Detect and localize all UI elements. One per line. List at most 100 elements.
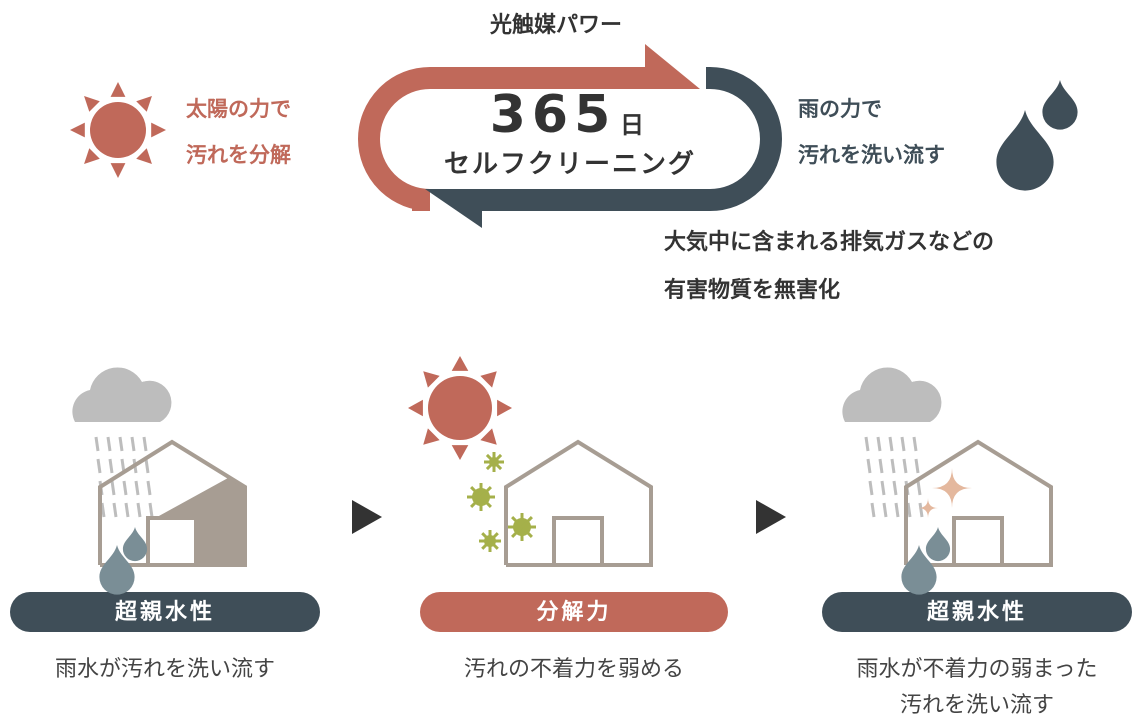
rain	[112, 502, 118, 518]
rain	[136, 502, 142, 518]
rain-arrowhead	[425, 189, 482, 228]
cycle-subtitle: セルフクリーニング	[444, 150, 696, 180]
sun-ray	[451, 356, 469, 371]
rain-text: 汚れを洗い流す	[798, 143, 945, 167]
cycle-title: 光触媒パワー	[489, 12, 622, 38]
rain	[110, 480, 116, 496]
rain	[142, 436, 148, 452]
drop	[1042, 80, 1078, 130]
rain	[122, 480, 128, 496]
germ-spike	[520, 525, 533, 538]
germ-spike	[470, 486, 483, 499]
step-caption: 汚れの不着力を弱める	[464, 657, 684, 682]
rain	[866, 458, 872, 474]
rain	[870, 502, 876, 518]
step-label: 超親水性	[115, 600, 215, 625]
drop	[925, 527, 951, 562]
step-pill	[10, 592, 320, 632]
rain	[118, 436, 124, 452]
sun-ray	[451, 445, 469, 460]
rain	[918, 502, 924, 518]
rain	[900, 436, 906, 452]
sun	[428, 376, 492, 440]
rain	[888, 436, 894, 452]
sun-ray	[136, 148, 152, 164]
sun-ray	[497, 399, 512, 417]
rain	[892, 480, 898, 496]
germ-spike	[479, 486, 492, 499]
sun-ray	[110, 82, 126, 97]
sun	[90, 102, 146, 158]
sun-text: 汚れを分解	[186, 143, 291, 167]
cloud	[72, 367, 172, 422]
sun-ray	[110, 163, 126, 178]
sun-ray	[70, 122, 85, 138]
step-pill	[420, 592, 728, 632]
sparkle	[918, 498, 938, 518]
rain	[106, 436, 112, 452]
note: 有害物質を無害化	[664, 277, 840, 303]
rain	[916, 480, 922, 496]
rain	[876, 436, 882, 452]
sun-ray	[423, 428, 440, 445]
step-caption: 雨水が汚れを洗い流す	[55, 657, 275, 682]
sun-ray	[84, 148, 100, 164]
house	[504, 439, 653, 567]
sun-ray	[408, 399, 423, 417]
step-label: 分解力	[536, 599, 611, 625]
house	[904, 439, 1053, 567]
sun-ray	[136, 96, 152, 112]
sun-arrow	[358, 67, 650, 211]
drop	[996, 110, 1054, 191]
door	[552, 516, 604, 567]
rain	[912, 436, 918, 452]
rain-arrow	[478, 67, 782, 211]
rain	[144, 458, 150, 474]
rain	[134, 480, 140, 496]
drop	[122, 527, 148, 562]
drop	[901, 545, 937, 595]
sun-ray	[480, 428, 497, 445]
step-caption: 雨水が不着力の弱まった	[856, 657, 1097, 682]
door	[146, 516, 198, 567]
rain	[146, 480, 152, 496]
germ-spike	[511, 516, 524, 529]
sun-ray	[84, 96, 100, 112]
germ-spike	[479, 495, 492, 508]
germ-spike	[488, 532, 499, 543]
rain	[96, 458, 102, 474]
sun-ray	[423, 371, 440, 388]
rain	[94, 436, 100, 452]
sparkle	[932, 468, 972, 508]
drop	[99, 545, 135, 595]
rain	[108, 458, 114, 474]
days-unit: 日	[620, 111, 644, 139]
rain	[882, 502, 888, 518]
days: 365	[490, 85, 617, 145]
sun-ray	[480, 371, 497, 388]
step-pill	[822, 592, 1132, 632]
rain	[864, 436, 870, 452]
sun-text: 太陽の力で	[186, 97, 291, 121]
rain	[100, 502, 106, 518]
rain	[130, 436, 136, 452]
rain-text: 雨の力で	[798, 97, 882, 121]
rain	[880, 480, 886, 496]
door	[952, 516, 1004, 567]
rain	[894, 502, 900, 518]
step-label: 超親水性	[927, 600, 1027, 625]
step-arrow	[352, 500, 382, 534]
germ-spike	[470, 495, 483, 508]
germ-spike	[492, 453, 503, 464]
germ-spike	[520, 516, 533, 529]
cloud	[842, 367, 942, 422]
rain	[890, 458, 896, 474]
rain	[124, 502, 130, 518]
rain	[878, 458, 884, 474]
rain	[906, 502, 912, 518]
note: 大気中に含まれる排気ガスなどの	[664, 229, 994, 255]
sun-ray	[151, 122, 166, 138]
rain	[902, 458, 908, 474]
house	[98, 439, 247, 567]
